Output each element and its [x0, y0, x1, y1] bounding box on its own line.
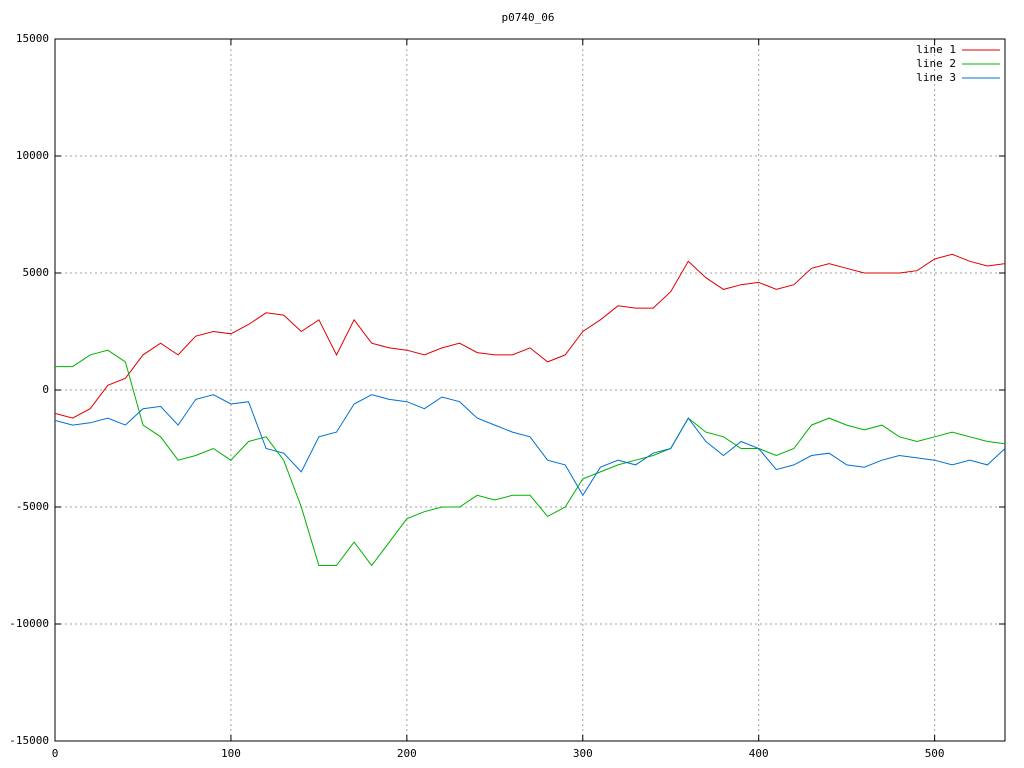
legend-label: line 2: [916, 57, 956, 70]
x-tick-label: 0: [52, 747, 59, 760]
y-tick-label: 0: [42, 383, 49, 396]
legend-label: line 1: [916, 43, 956, 56]
x-tick-label: 100: [221, 747, 241, 760]
y-tick-label: -5000: [16, 500, 49, 513]
plot-frame: [54, 38, 1006, 742]
x-tick-label: 500: [925, 747, 945, 760]
data-line: [54, 394, 1006, 497]
y-tick-label: 5000: [23, 266, 50, 279]
chart-title: p0740_06: [502, 11, 555, 24]
y-tick-label: 15000: [16, 32, 49, 45]
data-line: [55, 349, 1006, 567]
y-tick-label: 10000: [16, 149, 49, 162]
x-tick-label: 400: [749, 747, 769, 760]
data-line: [54, 253, 1006, 419]
y-tick-label: -10000: [9, 617, 49, 630]
x-tick-label: 200: [397, 747, 417, 760]
x-tick-label: 300: [573, 747, 593, 760]
legend-label: line 3: [916, 71, 956, 84]
y-tick-label: -15000: [9, 734, 49, 747]
